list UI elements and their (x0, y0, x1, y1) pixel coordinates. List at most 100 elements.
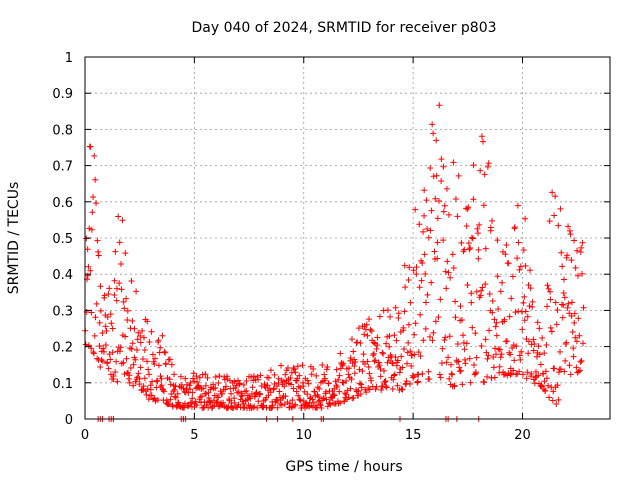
data-point (468, 290, 475, 297)
data-point (470, 162, 477, 169)
data-point (437, 374, 444, 381)
y-tick-label: 1 (65, 51, 73, 66)
data-point (349, 336, 356, 343)
data-point (427, 227, 434, 234)
data-point (466, 355, 473, 362)
data-point (364, 358, 371, 365)
data-point (519, 371, 526, 378)
data-point (455, 358, 462, 365)
data-point (429, 337, 436, 344)
data-point (474, 225, 481, 232)
data-point (185, 403, 192, 410)
data-point (88, 345, 95, 352)
data-point (345, 394, 352, 401)
data-point (529, 303, 536, 310)
data-point (552, 299, 559, 306)
data-point (287, 375, 294, 382)
data-point (572, 264, 579, 271)
data-point (551, 365, 558, 372)
data-point (322, 388, 329, 395)
data-point (425, 234, 432, 241)
data-point (558, 249, 565, 256)
data-point (359, 368, 366, 375)
data-point (573, 364, 580, 371)
data-point (526, 303, 533, 310)
data-point (560, 302, 567, 309)
data-point (444, 258, 451, 265)
data-point (434, 255, 441, 262)
data-point (102, 323, 109, 330)
data-point (426, 333, 433, 340)
data-point (240, 381, 247, 388)
data-point (95, 248, 102, 255)
data-point (428, 279, 435, 286)
data-point (346, 365, 353, 372)
data-point (423, 299, 430, 306)
data-point (389, 385, 396, 392)
data-point (478, 287, 485, 294)
data-point (414, 379, 421, 386)
data-point (419, 259, 426, 266)
data-point (523, 375, 530, 382)
data-point (493, 351, 500, 358)
data-point (267, 367, 274, 374)
data-point (103, 328, 110, 335)
data-point (535, 372, 542, 379)
data-point (567, 231, 574, 238)
data-point (107, 356, 114, 363)
data-point (300, 383, 307, 390)
data-point (305, 380, 312, 387)
data-point (260, 404, 267, 411)
data-point (338, 361, 345, 368)
data-point (124, 317, 131, 324)
data-point (166, 356, 173, 363)
data-point (376, 362, 383, 369)
data-point (481, 171, 488, 178)
y-tick-label: 0.3 (52, 304, 73, 319)
data-point (296, 396, 303, 403)
data-point (396, 369, 403, 376)
data-point (95, 252, 102, 259)
data-point (111, 277, 118, 284)
data-point (475, 255, 482, 262)
data-point (345, 371, 352, 378)
data-point (462, 360, 469, 367)
data-point (544, 303, 551, 310)
data-point (449, 251, 456, 258)
data-point (171, 371, 178, 378)
data-point (363, 321, 370, 328)
data-point (197, 399, 204, 406)
data-point (492, 345, 499, 352)
data-point (434, 239, 441, 246)
data-point (406, 264, 413, 271)
data-point (497, 354, 504, 361)
data-point (484, 355, 491, 362)
data-point (436, 102, 443, 109)
data-point (254, 404, 261, 411)
data-point (487, 224, 494, 231)
data-point (398, 353, 405, 360)
data-point (411, 351, 418, 358)
data-point (541, 350, 548, 357)
data-point (160, 387, 167, 394)
data-point (394, 382, 401, 389)
data-point (507, 351, 514, 358)
data-point (475, 246, 482, 253)
data-point (252, 393, 259, 400)
data-point (391, 372, 398, 379)
data-point (490, 364, 497, 371)
data-point (431, 248, 438, 255)
data-point (270, 386, 277, 393)
data-point (204, 374, 211, 381)
data-point (207, 399, 214, 406)
data-point (521, 317, 528, 324)
data-point (269, 402, 276, 409)
data-point (440, 163, 447, 170)
data-point (435, 314, 442, 321)
data-point (459, 381, 466, 388)
data-point (190, 370, 197, 377)
data-point (336, 388, 343, 395)
data-point (113, 358, 120, 365)
data-point (140, 383, 147, 390)
data-point (278, 362, 285, 369)
